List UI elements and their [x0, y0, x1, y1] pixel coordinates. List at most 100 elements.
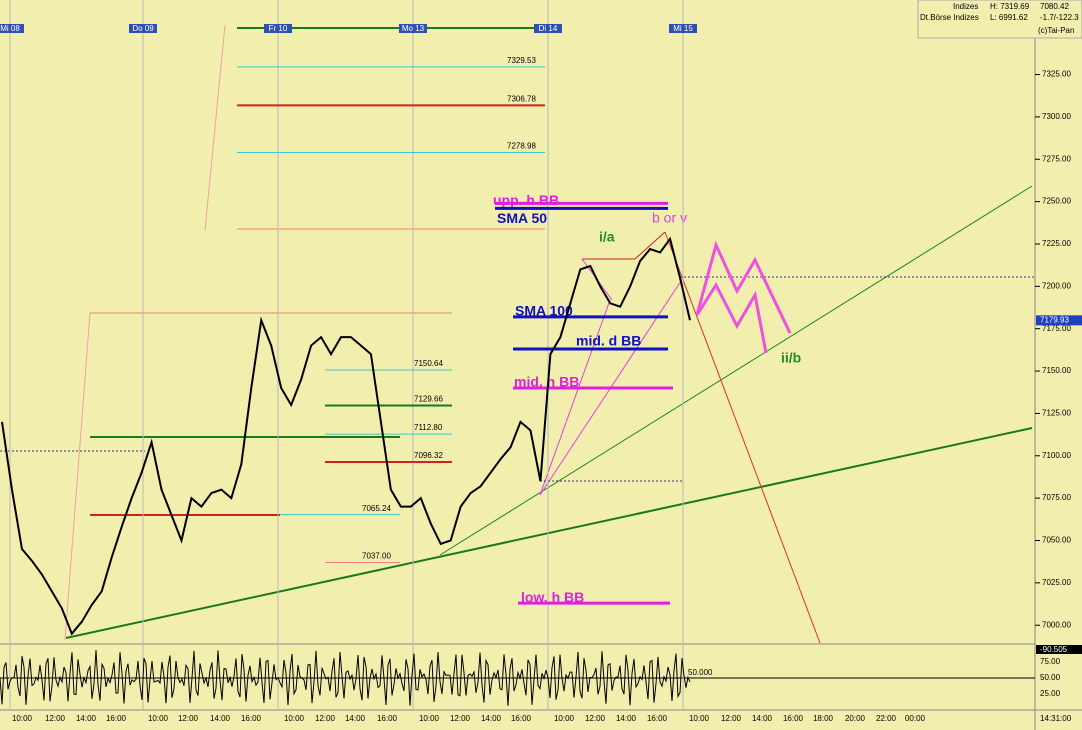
- y-tick-label: 7275.00: [1042, 154, 1071, 163]
- x-tick-label: 00:00: [905, 714, 926, 723]
- osc-value-box: [1036, 645, 1082, 654]
- osc-tick: 75.00: [1040, 657, 1061, 666]
- last-price: 7179.93: [1040, 315, 1069, 324]
- y-tick-label: 7025.00: [1042, 578, 1071, 587]
- header-vendor: (c)Tai-Pan: [1038, 26, 1074, 35]
- day-label: Di 14: [539, 24, 558, 33]
- day-label-box: [264, 24, 292, 33]
- level-label: 7329.53: [507, 56, 536, 65]
- header-group: Indizes: [953, 2, 978, 11]
- header-box: [917, 0, 1082, 39]
- y-tick-label: 7150.00: [1042, 366, 1071, 375]
- x-tick-label: 10:00: [148, 714, 169, 723]
- day-label: Mi 08: [0, 24, 20, 33]
- x-tick-label: 14:00: [210, 714, 231, 723]
- x-tick-label: 12:00: [45, 714, 66, 723]
- osc-level-label: 50.000: [688, 668, 713, 677]
- x-tick-label: 10:00: [554, 714, 575, 723]
- projection-line: [664, 231, 821, 644]
- x-tick-label: 16:00: [106, 714, 127, 723]
- level-label: 7306.78: [507, 95, 536, 104]
- header-market: Dt.Börse Indizes: [920, 13, 979, 22]
- x-tick-label: 12:00: [178, 714, 199, 723]
- wave-label: b or v: [652, 210, 687, 226]
- price-line: [1, 236, 691, 636]
- x-tick-label: 10:00: [284, 714, 305, 723]
- deco-line: [64, 312, 91, 641]
- y-tick-label: 7200.00: [1042, 281, 1071, 290]
- day-label: Mo 13: [402, 24, 425, 33]
- trend-line: [65, 427, 1033, 639]
- fan-line: [539, 277, 684, 496]
- x-tick-label: 14:00: [76, 714, 97, 723]
- x-tick-label: 10:00: [689, 714, 710, 723]
- level-label: 7150.64: [414, 359, 443, 368]
- osc-tick: 25.00: [1040, 689, 1061, 698]
- header-low: L: 6991.62: [990, 13, 1028, 22]
- day-label-box: [0, 24, 24, 33]
- y-tick-label: 7300.00: [1042, 112, 1071, 121]
- y-tick-label: 7225.00: [1042, 239, 1071, 248]
- indicator-label: SMA 100: [515, 303, 573, 319]
- y-tick-label: 7050.00: [1042, 536, 1071, 545]
- day-label-box: [399, 24, 427, 33]
- x-tick-label: 14:00: [481, 714, 502, 723]
- y-tick-label: 7000.00: [1042, 620, 1071, 629]
- x-tick-label: 16:00: [511, 714, 532, 723]
- x-tick-label: 18:00: [813, 714, 834, 723]
- indicator-label: SMA 50: [497, 210, 547, 226]
- wave-projection: [695, 240, 792, 334]
- x-tick-label: 12:00: [450, 714, 471, 723]
- day-label: Do 09: [132, 24, 154, 33]
- osc-value: -90.505: [1040, 645, 1068, 654]
- x-tick-label: 12:00: [315, 714, 336, 723]
- x-tick-label: 10:00: [419, 714, 440, 723]
- level-label: 7037.00: [362, 552, 391, 561]
- x-tick-label: 16:00: [377, 714, 398, 723]
- y-tick-label: 7175.00: [1042, 324, 1071, 333]
- header-high: H: 7319.69: [990, 2, 1030, 11]
- last-price-box: [1036, 315, 1082, 326]
- trend-line: [439, 185, 1033, 556]
- x-tick-label: 16:00: [647, 714, 668, 723]
- indicator-label: upp. h BB: [493, 192, 559, 208]
- wave-projection: [695, 281, 768, 354]
- level-label: 7112.80: [414, 423, 443, 432]
- day-label-box: [129, 24, 157, 33]
- deco-line: [204, 24, 226, 231]
- x-tick-label: 12:00: [585, 714, 606, 723]
- fan-line: [539, 299, 611, 496]
- x-tick-label: 20:00: [845, 714, 866, 723]
- level-label: 7129.66: [414, 395, 443, 404]
- indicator-label: mid. h BB: [514, 374, 579, 390]
- wave-label: ii/b: [781, 350, 801, 366]
- x-tick-label: 16:00: [783, 714, 804, 723]
- x-tick-label: 12:00: [721, 714, 742, 723]
- x-tick-label: 14:00: [345, 714, 366, 723]
- day-label: Mi 15: [673, 24, 693, 33]
- x-tick-label: 22:00: [876, 714, 897, 723]
- wave-line: [582, 231, 666, 260]
- x-tick-label: 14:00: [752, 714, 773, 723]
- day-label-box: [534, 24, 562, 33]
- header-change: -1.7/-122.3: [1040, 13, 1079, 22]
- osc-tick: 50.00: [1040, 673, 1061, 682]
- indicator-label: mid. d BB: [576, 333, 641, 349]
- day-label: Fr 10: [269, 24, 288, 33]
- day-label-box: [669, 24, 697, 33]
- oscillator-line: [0, 650, 691, 706]
- level-label: 7278.98: [507, 142, 536, 151]
- wave-label: i/a: [599, 229, 615, 245]
- y-tick-label: 7075.00: [1042, 493, 1071, 502]
- y-tick-label: 7100.00: [1042, 451, 1071, 460]
- y-tick-label: 7325.00: [1042, 70, 1071, 79]
- time-label: 14:31:00: [1040, 714, 1072, 723]
- header-last: 7080.42: [1040, 2, 1069, 11]
- level-label: 7065.24: [362, 504, 391, 513]
- y-tick-label: 7125.00: [1042, 409, 1071, 418]
- indicator-label: low. h BB: [521, 589, 584, 605]
- level-label: 7096.32: [414, 451, 443, 460]
